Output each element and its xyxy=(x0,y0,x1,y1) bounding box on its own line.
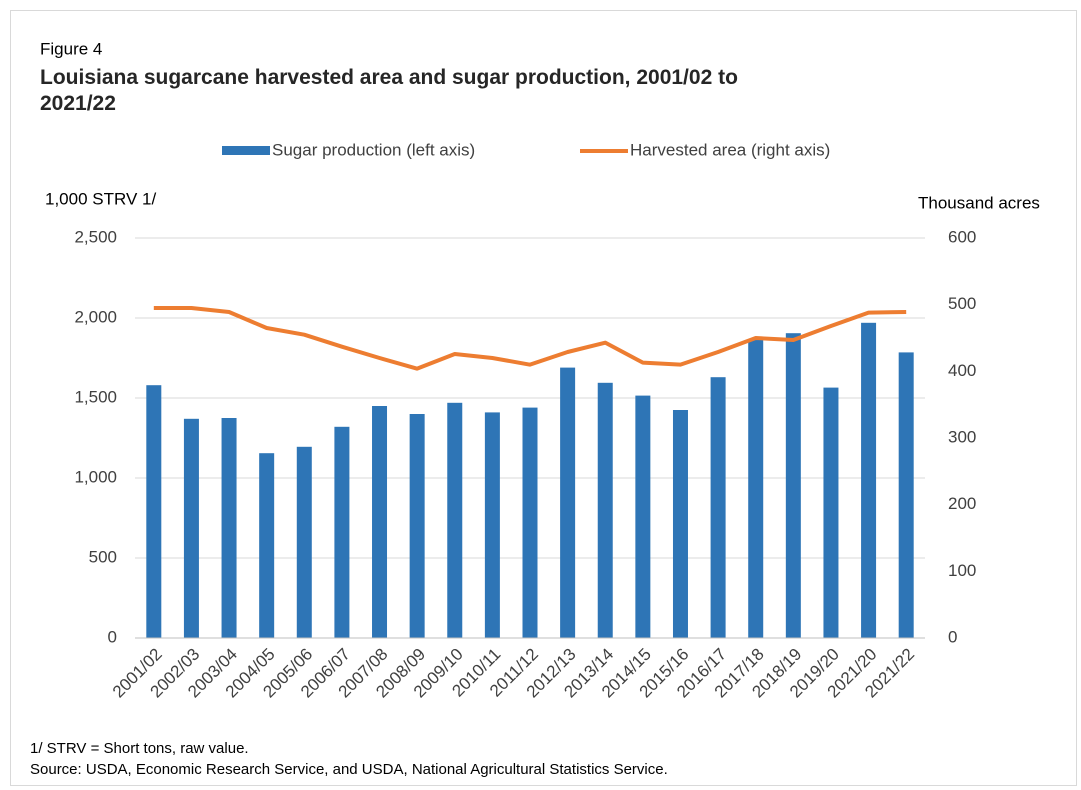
bar xyxy=(447,402,463,638)
y2-tick-label: 0 xyxy=(948,627,957,646)
y2-axis-label: Thousand acres xyxy=(918,193,1040,212)
bar xyxy=(146,385,162,638)
y2-tick-label: 200 xyxy=(948,494,976,513)
legend-label: Sugar production (left axis) xyxy=(272,140,475,159)
y2-tick-label: 300 xyxy=(948,427,976,446)
legend-label: Harvested area (right axis) xyxy=(630,140,830,159)
bar xyxy=(597,382,613,638)
note: 1/ STRV = Short tons, raw value. xyxy=(30,740,249,757)
y-tick-label: 2,000 xyxy=(74,307,117,326)
bar xyxy=(635,395,651,638)
y2-tick-label: 600 xyxy=(948,227,976,246)
y2-tick-label: 100 xyxy=(948,561,976,580)
bar xyxy=(372,406,388,638)
y-tick-label: 0 xyxy=(108,627,117,646)
bar xyxy=(785,333,801,638)
bar xyxy=(409,414,425,638)
bar xyxy=(484,412,500,638)
chart-title: Louisiana sugarcane harvested area and s… xyxy=(40,66,738,115)
bar xyxy=(334,426,350,638)
bar xyxy=(823,387,839,638)
bar xyxy=(710,377,726,638)
y2-tick-label: 500 xyxy=(948,294,976,313)
bar xyxy=(522,407,538,638)
bar xyxy=(748,339,764,638)
y-tick-label: 2,500 xyxy=(74,227,117,246)
bar xyxy=(898,352,914,638)
bar xyxy=(672,410,688,638)
y2-tick-label: 400 xyxy=(948,361,976,380)
bar xyxy=(560,367,576,638)
y-tick-label: 500 xyxy=(89,547,117,566)
legend-swatch xyxy=(222,146,270,155)
y-tick-label: 1,500 xyxy=(74,387,117,406)
figure-label: Figure 4 xyxy=(40,39,102,58)
y-tick-label: 1,000 xyxy=(74,467,117,486)
bar xyxy=(183,418,199,638)
bar xyxy=(861,322,877,638)
line xyxy=(153,306,907,371)
bar xyxy=(221,418,237,638)
bar xyxy=(296,446,312,638)
bar xyxy=(259,453,275,638)
note: Source: USDA, Economic Research Service,… xyxy=(30,761,668,778)
y-axis-label: 1,000 STRV 1/ xyxy=(45,189,156,208)
